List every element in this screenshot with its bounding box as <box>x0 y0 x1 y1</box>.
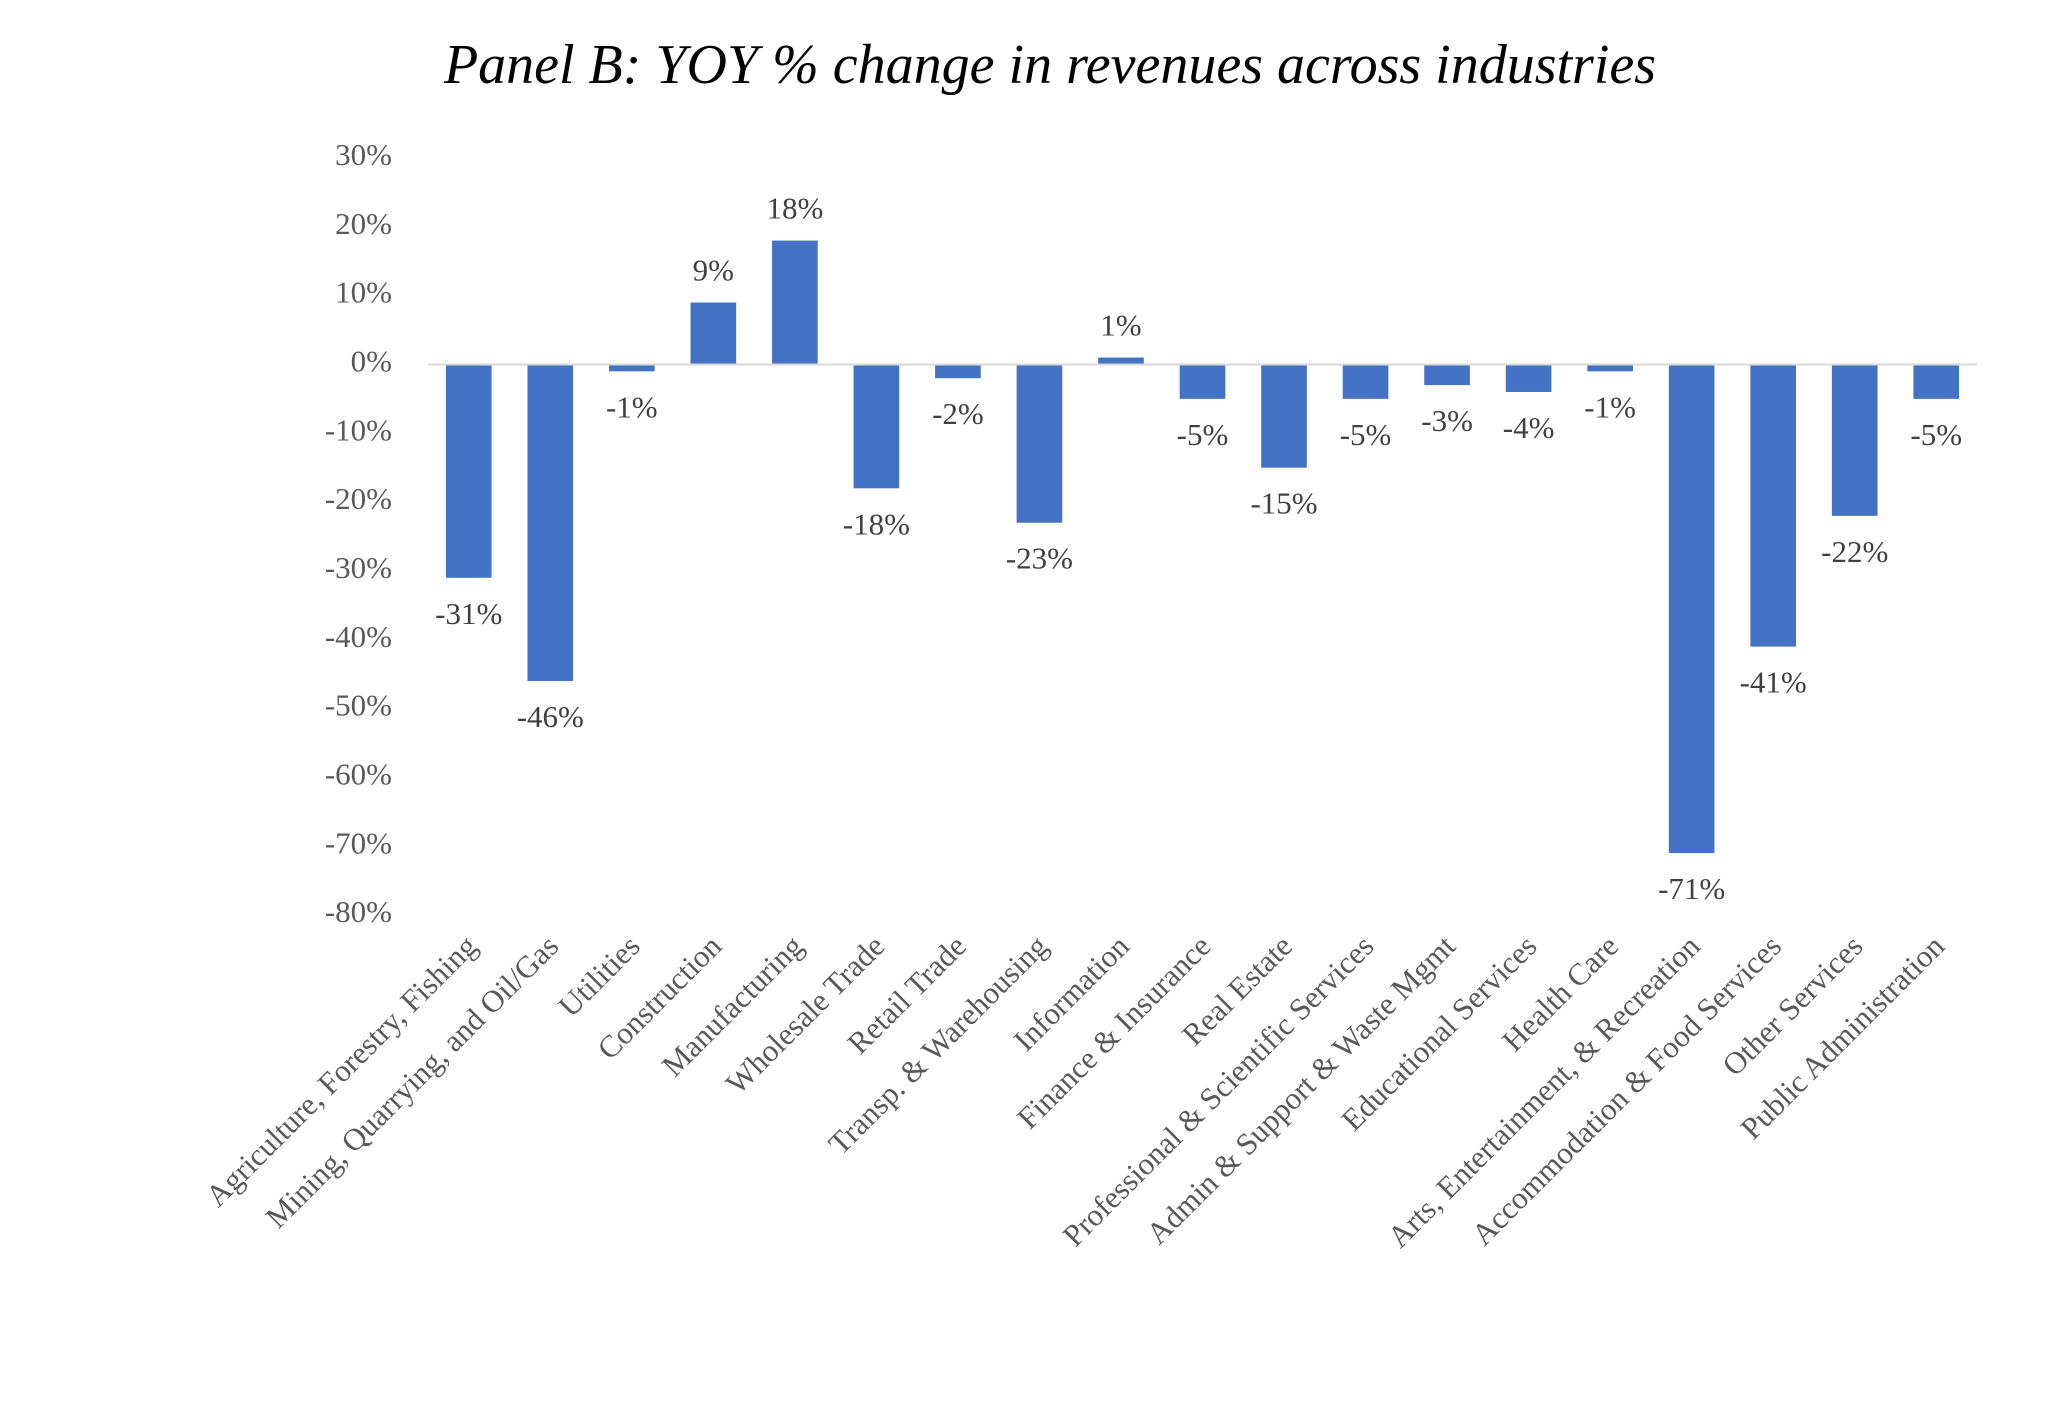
data-label: -5% <box>1340 417 1392 452</box>
data-label: -2% <box>932 396 984 431</box>
data-label: -23% <box>1006 541 1073 576</box>
bar <box>1587 364 1633 372</box>
data-label: 1% <box>1100 308 1141 343</box>
y-tick-label: -60% <box>325 756 392 791</box>
x-tick-label: Other Services <box>1715 928 1869 1082</box>
data-label: -4% <box>1503 410 1555 445</box>
data-label: -15% <box>1250 486 1317 521</box>
data-label: 18% <box>766 191 823 226</box>
y-tick-label: -40% <box>325 619 392 654</box>
y-tick-label: -20% <box>325 481 392 516</box>
bar <box>935 364 981 379</box>
bar <box>445 364 492 578</box>
data-label: -41% <box>1740 665 1807 700</box>
y-tick-label: 20% <box>335 206 392 241</box>
y-tick-label: -10% <box>325 412 392 447</box>
bar <box>1913 364 1960 399</box>
data-label: -31% <box>435 596 502 631</box>
data-label: -1% <box>1584 389 1636 424</box>
bar <box>1098 357 1144 365</box>
bar <box>1016 364 1063 523</box>
y-tick-label: -80% <box>325 894 392 929</box>
data-label: -22% <box>1821 534 1888 569</box>
data-label: -46% <box>517 699 584 734</box>
bar <box>690 302 737 365</box>
bar <box>1831 364 1878 516</box>
y-tick-label: 10% <box>335 275 392 310</box>
data-label: -18% <box>843 506 910 541</box>
bar <box>853 364 900 489</box>
y-tick-label: 30% <box>335 137 392 172</box>
bar <box>527 364 574 682</box>
bar <box>1261 364 1307 468</box>
data-label: 9% <box>693 253 734 288</box>
data-label: -3% <box>1421 403 1473 438</box>
x-tick-label: Manufacturing <box>655 928 810 1083</box>
data-label: -1% <box>606 389 658 424</box>
bar <box>772 240 818 365</box>
y-tick-label: -50% <box>325 688 392 723</box>
data-label: -71% <box>1658 871 1725 906</box>
bar <box>1342 364 1389 399</box>
y-tick-label: 0% <box>351 344 392 379</box>
chart-title: Panel B: YOY % change in revenues across… <box>443 34 1656 96</box>
bar <box>1668 364 1715 854</box>
data-label: -5% <box>1910 417 1962 452</box>
y-tick-label: -30% <box>325 550 392 585</box>
y-tick-label: -70% <box>325 825 392 860</box>
bar <box>1505 364 1552 392</box>
data-label: -5% <box>1177 417 1229 452</box>
bar <box>1424 364 1470 386</box>
bar <box>1750 364 1797 647</box>
bar <box>608 364 655 372</box>
bar <box>1179 364 1226 399</box>
